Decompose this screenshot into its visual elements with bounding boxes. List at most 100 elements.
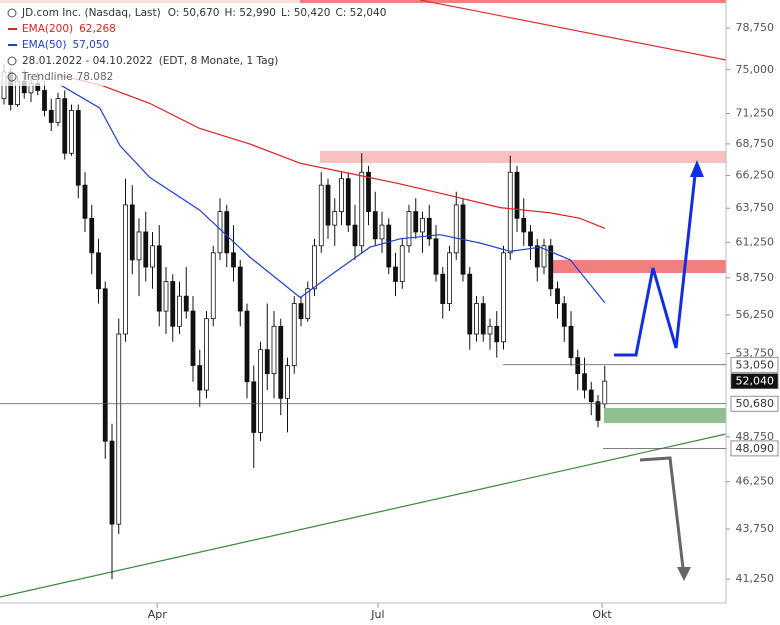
candle-body — [237, 266, 243, 312]
candle-body — [224, 211, 230, 254]
candle-body — [602, 380, 608, 405]
legend-icon — [7, 56, 17, 66]
quote: H: 52,990 — [224, 7, 276, 19]
candle-body — [190, 310, 196, 366]
candle-body — [379, 224, 385, 240]
candle-body — [136, 231, 142, 261]
candle-body — [453, 204, 459, 254]
price-tag — [730, 395, 779, 412]
ema-line — [59, 84, 606, 304]
price-tag-label: 52,040 — [736, 375, 775, 388]
legend-icon — [7, 72, 17, 82]
candle-body — [413, 211, 419, 233]
candle-body — [352, 224, 358, 247]
price-tag-label: 50,680 — [736, 397, 775, 410]
plot — [0, 64, 726, 580]
y-tick-label: 58,750 — [736, 271, 775, 284]
candle-body — [588, 389, 594, 403]
candle-body — [318, 184, 324, 247]
candle-body — [217, 211, 223, 254]
candle-body — [534, 245, 540, 268]
legend-entry: EMA(200) 62,268 — [22, 23, 116, 35]
legend: JD.com Inc. (Nasdaq, Last) O: 50,670 H: 52… — [0, 0, 386, 86]
series-value: 62,268 — [79, 23, 116, 35]
candle-body — [285, 365, 290, 399]
candle-body — [507, 171, 513, 254]
candle-body — [440, 273, 446, 304]
y-tick-label: 48,750 — [736, 430, 775, 443]
candle-body — [366, 171, 371, 212]
candle-body — [548, 245, 554, 290]
legend-entry: EMA(50) 57,050 — [22, 39, 109, 51]
legend-icon — [7, 8, 17, 18]
candle-body — [359, 171, 365, 247]
resistance-zone — [320, 151, 726, 163]
candle-body — [426, 217, 432, 240]
candle-body — [420, 217, 425, 233]
candle-body — [244, 310, 250, 383]
red-trendline — [419, 0, 727, 61]
candle-body — [555, 288, 560, 304]
candle-body — [568, 325, 574, 358]
candle-body — [447, 252, 452, 304]
trend-label: Trendlinie — [21, 71, 73, 83]
instrument: JD.com Inc. (Nasdaq, Last) — [21, 7, 161, 19]
y-tick-label: 68,750 — [736, 137, 775, 150]
candle-body — [75, 110, 81, 186]
candle-body — [386, 224, 392, 268]
candle-body — [62, 98, 68, 154]
price-tag-label: 53,050 — [736, 358, 775, 371]
candle-body — [399, 245, 405, 282]
candle-body — [258, 349, 263, 433]
candle-body — [231, 252, 236, 268]
candle-body — [150, 245, 155, 268]
resistance-zone — [550, 260, 726, 273]
candle-body — [143, 231, 149, 268]
candle-body — [291, 303, 297, 366]
candle-body — [298, 303, 304, 320]
legend-trend: Trendlinie 78.082 — [21, 71, 113, 83]
candle-body — [325, 184, 331, 226]
candle-body — [480, 303, 486, 335]
candle-body — [96, 252, 101, 290]
legend-bg — [0, 0, 300, 86]
y-tick-label: 61,250 — [736, 235, 775, 248]
candle-body — [264, 349, 270, 375]
candle-body — [487, 325, 493, 335]
candle-body — [582, 373, 587, 391]
y-tick-label: 41,250 — [736, 572, 775, 585]
candle-body — [251, 381, 257, 433]
candle-body — [271, 325, 277, 375]
candle-body — [541, 245, 547, 268]
candle-body — [575, 357, 581, 375]
candle-body — [345, 178, 351, 226]
candle-body — [109, 440, 115, 525]
candle-body — [183, 295, 189, 312]
bear-arrow — [639, 456, 685, 569]
trend-value: 78.082 — [77, 71, 114, 83]
range: 28.01.2022 - 04.10.2022 — [22, 55, 153, 67]
y-tick-label: 78,750 — [736, 21, 775, 34]
candle-body — [433, 238, 439, 275]
range-note: (EDT, 8 Monate, 1 Tag) — [159, 55, 279, 67]
x-tick-label: Jul — [370, 608, 384, 621]
candle-body — [339, 178, 344, 212]
candle-body — [474, 303, 479, 335]
candle-body — [129, 204, 135, 261]
y-tick-label: 53,750 — [736, 347, 775, 360]
price-tag-label: 48,090 — [736, 442, 775, 455]
bull-arrow — [614, 174, 697, 357]
candle-body — [595, 401, 601, 421]
candle-body — [393, 266, 398, 282]
price-tag — [730, 440, 779, 457]
candle-body — [82, 184, 88, 219]
quote: O: 50,670 — [168, 7, 220, 19]
candle-body — [177, 295, 182, 327]
y-tick-label: 56,250 — [736, 308, 775, 321]
candle-body — [48, 110, 54, 123]
candle-body — [102, 288, 108, 442]
x-tick-label: Apr — [148, 608, 168, 621]
quote: L: 50,420 — [281, 7, 330, 19]
